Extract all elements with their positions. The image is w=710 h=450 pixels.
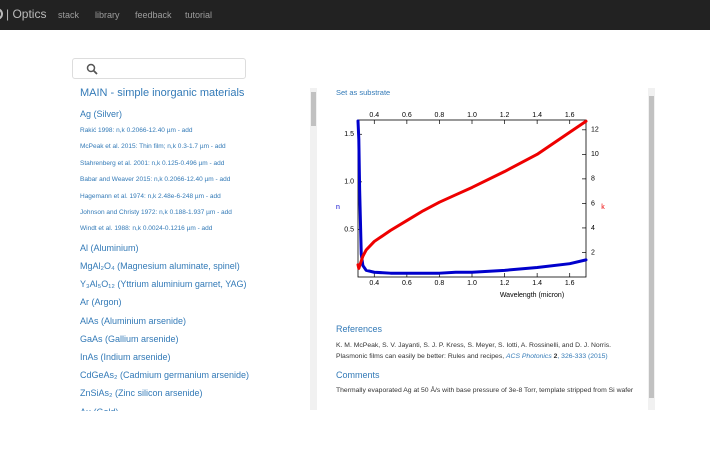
- y-tick-label: 1.0: [344, 179, 354, 186]
- reference-link[interactable]: Rakić 1998: n,k 0.2066-12.40 µm - add: [80, 127, 193, 134]
- x-tick-label: 0.4: [369, 112, 379, 119]
- x-tick-label: 1.2: [500, 112, 510, 119]
- reference: K. M. McPeak, S. V. Jayanti, S. J. P. Kr…: [336, 340, 641, 362]
- logo: [0, 8, 3, 20]
- x-tick-label: 1.0: [467, 280, 477, 287]
- series-line: [356, 119, 588, 275]
- x-tick-label: 1.0: [467, 112, 477, 119]
- section-heading: Comments: [336, 370, 380, 380]
- reference-link[interactable]: Hagemann et al. 1974: n,k 2.48e-6-248 µm…: [80, 192, 221, 200]
- reference-text: K. M. McPeak, S. V. Jayanti, S. J. P. Kr…: [336, 342, 611, 360]
- x-axis-label: Wavelength (micron): [500, 292, 564, 299]
- material-link[interactable]: Au (Gold): [80, 407, 119, 411]
- x-tick-label: 1.6: [565, 280, 575, 287]
- brand[interactable]: | Optics: [6, 7, 47, 21]
- y2-tick-label: 10: [591, 151, 599, 158]
- material-link[interactable]: InAs (Indium arsenide): [80, 352, 171, 362]
- material-link[interactable]: MgAl₂O₄ (Magnesium aluminate, spinel): [80, 261, 240, 271]
- x-tick-label: 0.6: [402, 112, 412, 119]
- y2-tick-label: 12: [591, 127, 599, 134]
- x-tick-label: 1.4: [532, 112, 542, 119]
- section-heading: References: [336, 324, 383, 334]
- x-tick-label: 0.4: [369, 280, 379, 287]
- scrollbar[interactable]: [310, 88, 317, 410]
- material-link[interactable]: CdGeAs₂ (Cadmium germanium arsenide): [80, 370, 250, 381]
- y-axis-label: n: [336, 204, 340, 211]
- y2-tick-label: 8: [591, 176, 595, 183]
- shelf-heading[interactable]: MAIN - simple inorganic materials: [80, 87, 245, 99]
- y-tick-label: 0.5: [344, 226, 354, 233]
- x-tick-label: 0.6: [402, 280, 412, 287]
- x-tick-label: 1.2: [500, 280, 510, 287]
- navbar: | Optics stack library feedback tutorial: [0, 0, 710, 30]
- x-tick-label: 0.8: [435, 280, 445, 287]
- nav-link[interactable]: tutorial: [185, 10, 213, 20]
- y-tick-label: 1.5: [344, 131, 354, 138]
- journal-link[interactable]: ACS Photonics: [506, 353, 552, 360]
- material-link[interactable]: Al (Aluminium): [80, 242, 139, 253]
- material-link[interactable]: Y₃Al₅O₁₂ (Yttrium aluminium garnet, YAG): [80, 279, 247, 290]
- comment: Thermally evaporated Ag at 50 Å/s with b…: [336, 387, 634, 394]
- pages: , 326-333 (2015): [557, 353, 608, 360]
- nav-link[interactable]: stack: [58, 10, 80, 20]
- volume: 2: [553, 353, 558, 360]
- reference-link[interactable]: McPeak et al. 2015: Thin film; n,k 0.3-1…: [80, 143, 226, 151]
- y-axis-label: k: [601, 204, 605, 211]
- x-tick-label: 1.6: [565, 112, 575, 119]
- search-icon: [86, 63, 98, 75]
- reference-link[interactable]: Stahrenberg et al. 2001: n,k 0.125-0.496…: [80, 159, 225, 167]
- scrollbar[interactable]: [648, 88, 655, 410]
- y2-tick-label: 4: [591, 225, 595, 232]
- set-substrate[interactable]: Set as substrate: [336, 88, 391, 97]
- material-link[interactable]: Ar (Argon): [80, 297, 122, 308]
- material-link[interactable]: AlAs (Aluminium arsenide): [80, 315, 187, 326]
- x-tick-label: 1.4: [532, 280, 542, 287]
- chart: 0.4 0.4 0.6 0.6 0.8 0.8 1.0 1.0 1.2 1.2 1.4 1.4 1.6 1…: [336, 112, 605, 299]
- material-link[interactable]: Ag (Silver): [80, 109, 123, 119]
- scroll-thumb[interactable]: [311, 92, 316, 126]
- reference-link[interactable]: Windt et al. 1988: n,k 0.0024-0.1216 µm …: [80, 225, 213, 233]
- material-list: MAIN - simple inorganic materials Ag (Si…: [80, 84, 308, 411]
- x-tick-label: 0.8: [435, 112, 445, 119]
- search-box[interactable]: [72, 58, 246, 79]
- nav-link[interactable]: feedback: [135, 10, 172, 20]
- reference-link[interactable]: Babar and Weaver 2015: n,k 0.2066-12.40 …: [80, 176, 231, 184]
- material-link[interactable]: GaAs (Gallium arsenide): [80, 333, 179, 344]
- y2-tick-label: 6: [591, 200, 595, 207]
- nav-link[interactable]: library: [95, 10, 120, 20]
- reference-link[interactable]: Johnson and Christy 1972: n,k 0.188-1.93…: [80, 209, 232, 216]
- y2-tick-label: 2: [591, 249, 595, 256]
- scroll-thumb[interactable]: [649, 96, 654, 398]
- material-link[interactable]: ZnSiAs₂ (Zinc silicon arsenide): [80, 388, 203, 399]
- series-line: [356, 119, 588, 270]
